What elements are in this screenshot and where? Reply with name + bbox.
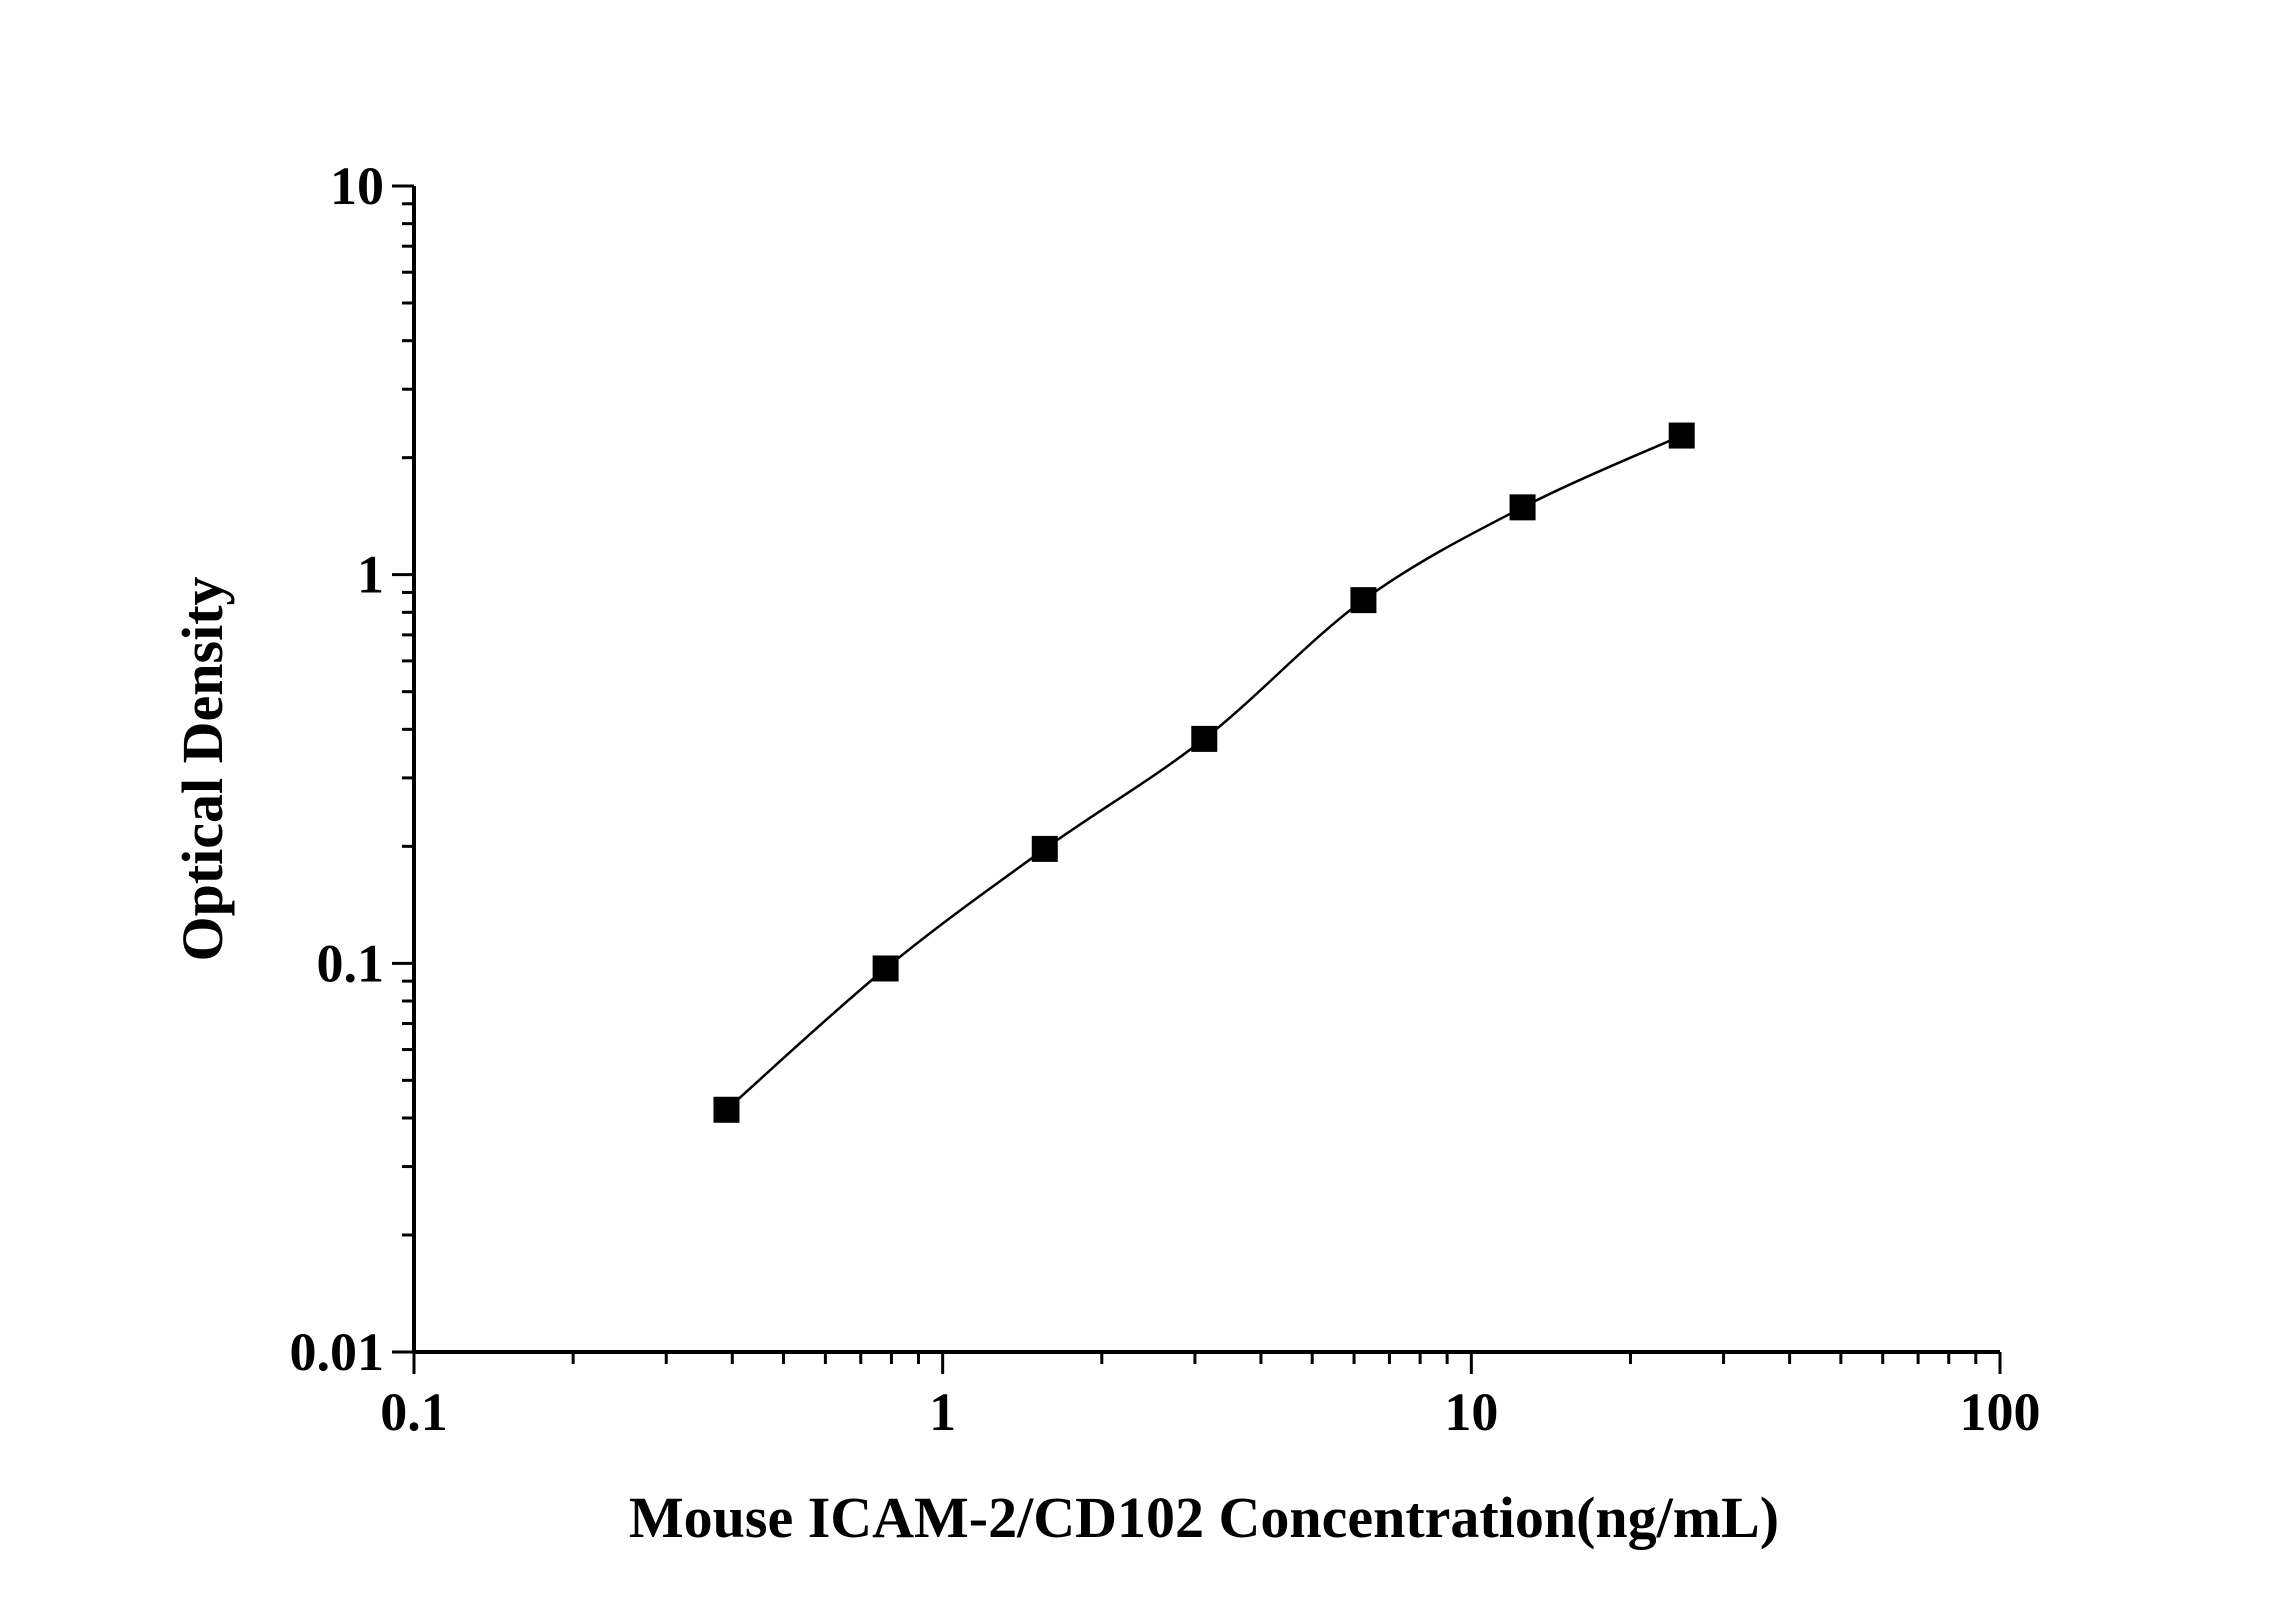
x-axis-title: Mouse ICAM-2/CD102 Concentration(ng/mL) (629, 1485, 1779, 1550)
fit-curve (725, 434, 1683, 1111)
y-tick-label: 0.01 (290, 1322, 385, 1382)
x-tick-label: 10 (1444, 1382, 1498, 1442)
x-tick-label: 100 (1960, 1382, 2041, 1442)
y-tick-label: 1 (357, 545, 384, 605)
axis-ticks (392, 184, 2002, 1374)
data-point (872, 955, 899, 982)
data-point (1350, 587, 1377, 614)
data-point (1191, 725, 1218, 752)
data-point (1668, 422, 1695, 449)
data-point (713, 1096, 740, 1123)
y-tick-label: 10 (330, 156, 384, 216)
x-tick-label: 0.1 (380, 1382, 448, 1442)
x-tick-label: 1 (929, 1382, 956, 1442)
data-points (713, 422, 1695, 1123)
data-point (1509, 494, 1536, 521)
data-point (1031, 835, 1058, 862)
y-axis-title: Optical Density (170, 576, 235, 961)
y-tick-label: 0.1 (317, 933, 385, 993)
